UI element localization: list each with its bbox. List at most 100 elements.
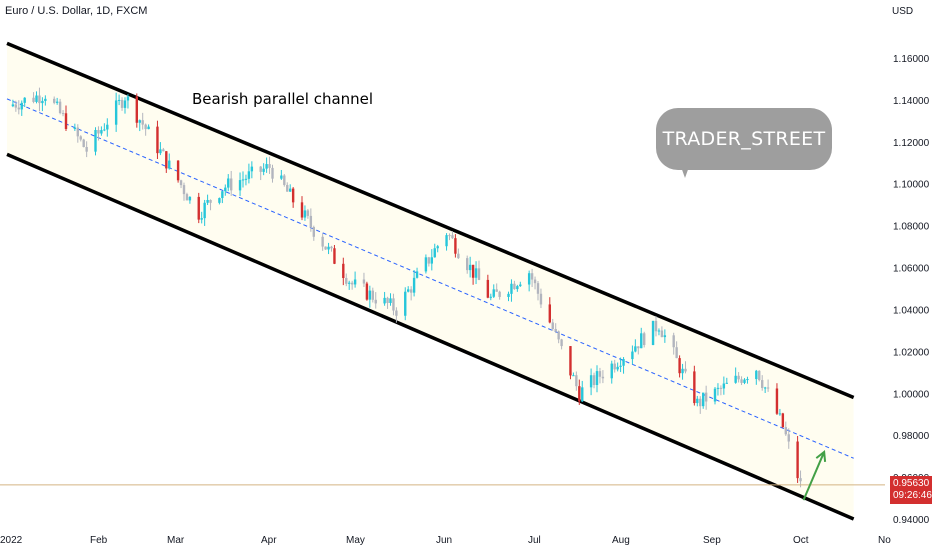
candle-body [631, 351, 634, 360]
candle-body [41, 100, 44, 104]
candle-body [581, 387, 584, 402]
time-tick-label: Oct [793, 535, 809, 546]
candle-body [548, 304, 551, 323]
candle-body [716, 387, 720, 389]
candle-body [637, 346, 640, 349]
candles-layer [11, 87, 802, 488]
candle-body [100, 130, 103, 134]
candle-body [492, 289, 495, 297]
candle-body [427, 257, 431, 264]
candle-body [53, 98, 56, 103]
price-axis[interactable]: 1.16000 1.14000 1.12000 1.10000 1.08000 1.060… [893, 54, 930, 526]
candle-body [38, 95, 41, 104]
candle-body [197, 196, 200, 220]
candle-body [206, 199, 209, 203]
candle-body [404, 291, 407, 316]
candle-body [781, 413, 785, 428]
candle-body [259, 166, 262, 172]
candle-body [55, 101, 59, 103]
candle-body [704, 392, 708, 402]
channel-annotation: Bearish parallel channel [192, 90, 374, 108]
candle-body [468, 264, 472, 271]
candle-body [610, 363, 613, 379]
projection-arrow [802, 451, 826, 501]
candle-body [560, 339, 563, 347]
candle-body [64, 113, 68, 129]
candle-body [722, 383, 726, 389]
candle-body [409, 289, 413, 293]
candle-body [286, 184, 289, 192]
candle-body [778, 413, 782, 415]
channel-midline [6, 98, 854, 459]
candle-body [527, 273, 531, 285]
candle-body [660, 330, 664, 338]
candle-body [342, 263, 345, 278]
candle-body [345, 277, 348, 284]
symbol-title[interactable]: Euro / U.S. Dollar, 1D, FXCM [5, 5, 148, 17]
candle-body [283, 175, 286, 185]
candle-body [699, 398, 702, 407]
candle-body [507, 293, 510, 297]
time-tick-label: Jul [528, 535, 541, 546]
candle-body [389, 298, 392, 303]
candle-body [117, 99, 121, 101]
candle-body [141, 120, 144, 125]
candle-body [271, 167, 274, 179]
price-tick-label: 1.08000 [893, 222, 930, 233]
candle-body [619, 365, 622, 367]
candle-body [321, 236, 324, 247]
candle-body [374, 299, 377, 304]
candle-body [433, 248, 436, 258]
candle-body [451, 235, 454, 239]
candle-body [241, 179, 245, 181]
channel-upper-line [6, 41, 855, 400]
candle-body [147, 126, 150, 130]
last-price-value: 0.95630 [893, 478, 930, 489]
time-tick-label: Aug [612, 535, 630, 546]
candle-body [188, 196, 192, 201]
candle-body [516, 286, 519, 290]
candle-body [11, 104, 15, 107]
candle-body [238, 180, 242, 191]
candle-body [684, 368, 687, 372]
price-tick-label: 0.94000 [893, 515, 930, 526]
candle-body [498, 291, 501, 297]
price-tick-label: 1.10000 [893, 180, 930, 191]
candle-body [200, 218, 203, 220]
candle-body [61, 113, 65, 115]
candle-body [94, 129, 97, 152]
time-tick-label: Apr [261, 535, 277, 546]
candle-body [224, 187, 227, 192]
candle-body [651, 320, 655, 346]
candle-body [291, 188, 295, 203]
candle-body [365, 283, 369, 300]
candle-body [430, 257, 433, 264]
currency-label: USD [892, 6, 914, 17]
channel-layer [6, 41, 855, 521]
price-tick-label: 1.02000 [893, 347, 930, 358]
time-axis[interactable]: 2022 Feb Mar Apr May Jun Jul Aug Sep Oct No [0, 535, 891, 546]
candle-body [333, 248, 336, 264]
candle-body [471, 264, 475, 278]
candle-body [554, 328, 557, 332]
candle-body [761, 380, 764, 388]
candle-body [557, 331, 560, 340]
candle-body [79, 136, 82, 140]
candle-body [218, 198, 221, 203]
candle-body [73, 127, 77, 129]
candle-body [654, 320, 658, 332]
candle-body [489, 296, 492, 298]
candle-body [578, 386, 581, 402]
watermark-text: TRADER_STREET [662, 128, 826, 150]
candle-body [265, 164, 268, 169]
candle-body [415, 271, 419, 278]
candle-body [589, 375, 593, 388]
candle-body [640, 333, 643, 349]
candle-body [289, 188, 292, 192]
candle-body [613, 363, 616, 370]
candle-body [643, 333, 646, 346]
candle-body [740, 379, 743, 383]
candle-body [268, 164, 271, 168]
time-tick-label: No [878, 535, 891, 546]
